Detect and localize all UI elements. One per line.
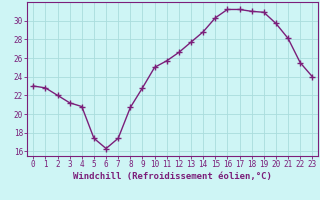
X-axis label: Windchill (Refroidissement éolien,°C): Windchill (Refroidissement éolien,°C) bbox=[73, 172, 272, 181]
